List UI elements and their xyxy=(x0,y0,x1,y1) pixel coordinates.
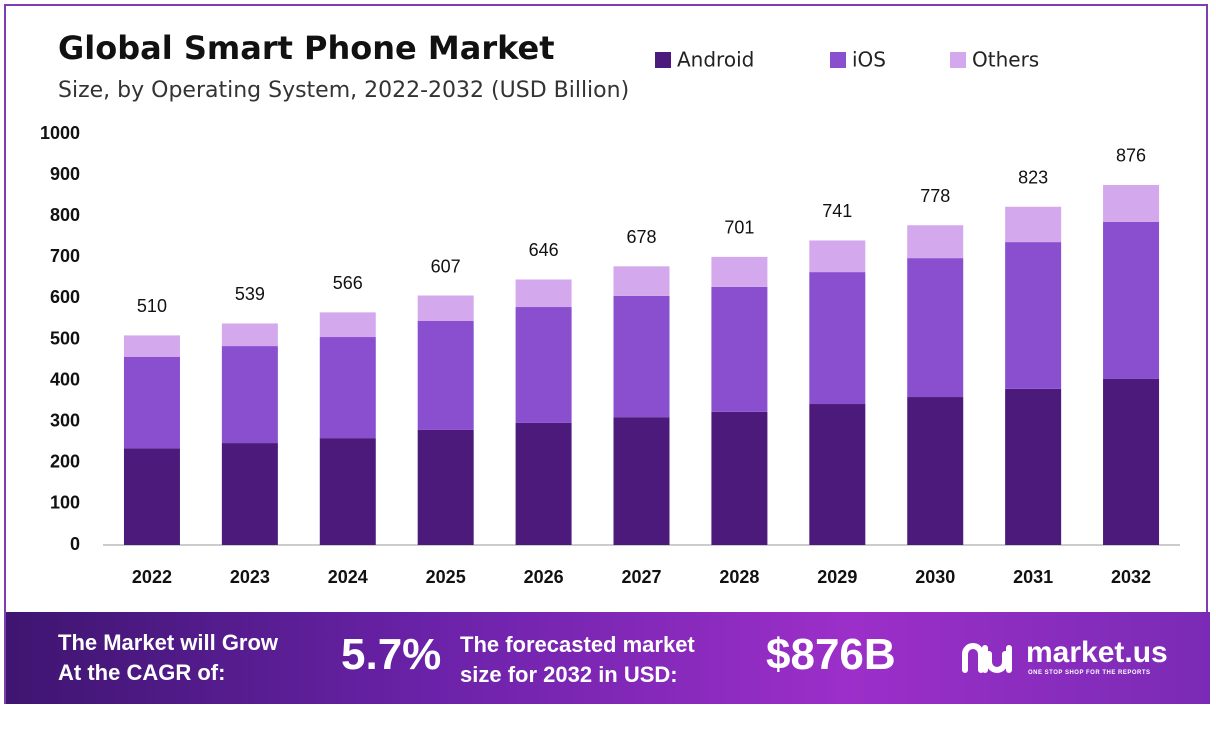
y-tick-label: 0 xyxy=(70,534,80,554)
bar-segment xyxy=(809,272,866,405)
forecast-label-line: The forecasted market xyxy=(460,632,695,657)
legend-swatch xyxy=(655,52,671,68)
bar-segment xyxy=(809,404,866,545)
cagr-label-line: The Market will Grow xyxy=(58,630,279,655)
y-tick-label: 100 xyxy=(50,493,80,513)
x-tick-label: 2028 xyxy=(719,567,759,587)
bar-segment xyxy=(417,429,474,545)
y-tick-label: 300 xyxy=(50,410,80,430)
y-tick-label: 200 xyxy=(50,452,80,472)
brand: market.us xyxy=(1026,636,1168,669)
y-tick-label: 700 xyxy=(50,246,80,266)
legend-swatch xyxy=(950,52,966,68)
chart-title: Global Smart Phone Market xyxy=(58,29,555,67)
bar-segment xyxy=(417,295,474,322)
chart-subtitle: Size, by Operating System, 2022-2032 (US… xyxy=(58,78,629,103)
total-label: 539 xyxy=(235,284,265,304)
bar-segment xyxy=(319,438,376,545)
total-label: 566 xyxy=(333,273,363,293)
legend-label: Others xyxy=(972,48,1039,72)
x-tick-label: 2032 xyxy=(1111,567,1151,587)
cagr-value: 5.7% xyxy=(341,630,442,679)
legend-label: Android xyxy=(677,48,754,72)
bar-segment xyxy=(515,279,572,308)
total-label: 823 xyxy=(1018,167,1048,187)
y-tick-label: 800 xyxy=(50,205,80,225)
bar-segment xyxy=(319,337,376,439)
total-label: 876 xyxy=(1116,146,1146,166)
x-tick-label: 2022 xyxy=(132,567,172,587)
bar-segment xyxy=(221,346,278,444)
total-label: 678 xyxy=(626,227,656,247)
bar-segment xyxy=(907,397,964,545)
bar-segment xyxy=(907,258,964,398)
legend-label: iOS xyxy=(852,48,886,72)
bar-segment xyxy=(809,240,866,273)
bar-segment xyxy=(711,411,768,545)
x-tick-label: 2031 xyxy=(1013,567,1053,587)
x-tick-label: 2024 xyxy=(328,567,368,587)
bar-segment xyxy=(907,225,964,259)
legend-swatch xyxy=(830,52,846,68)
bar-segment xyxy=(711,256,768,287)
forecast-value: $876B xyxy=(766,630,896,679)
bar-segment xyxy=(123,335,180,357)
bar-segment xyxy=(123,356,180,449)
x-tick-label: 2025 xyxy=(426,567,466,587)
y-tick-label: 500 xyxy=(50,328,80,348)
bar-segment xyxy=(1103,221,1160,379)
cagr-label-line: At the CAGR of: xyxy=(58,660,226,685)
y-tick-label: 600 xyxy=(50,287,80,307)
x-tick-label: 2023 xyxy=(230,567,270,587)
x-tick-label: 2027 xyxy=(621,567,661,587)
bar-segment xyxy=(1005,206,1062,243)
brand-logo xyxy=(962,643,1012,673)
bar-segment xyxy=(711,286,768,412)
bar-segment xyxy=(319,312,376,338)
bar-segment xyxy=(515,422,572,545)
y-tick-label: 1000 xyxy=(40,123,80,143)
total-label: 510 xyxy=(137,296,167,316)
bar-segment xyxy=(221,323,278,347)
bar-segment xyxy=(1103,184,1160,222)
total-label: 701 xyxy=(724,218,754,238)
cagr-label: The Market will Grow At the CAGR of: xyxy=(58,628,278,688)
bar-segment xyxy=(417,321,474,430)
x-tick-label: 2026 xyxy=(524,567,564,587)
x-tick-label: 2029 xyxy=(817,567,857,587)
forecast-label-line: size for 2032 in USD: xyxy=(460,662,678,687)
x-tick-label: 2030 xyxy=(915,567,955,587)
total-label: 646 xyxy=(529,240,559,260)
brand-tagline: ONE STOP SHOP FOR THE REPORTS xyxy=(1028,670,1151,676)
total-label: 741 xyxy=(822,201,852,221)
bar-segment xyxy=(1005,242,1062,389)
bar-segment xyxy=(613,295,670,418)
chart: Global Smart Phone Market Size, by Opera… xyxy=(40,29,1180,587)
total-label: 607 xyxy=(431,256,461,276)
banner: The Market will Grow At the CAGR of: 5.7%… xyxy=(6,612,1210,704)
bar-segment xyxy=(1005,388,1062,545)
bar-segment xyxy=(1103,378,1160,545)
y-tick-label: 400 xyxy=(50,369,80,389)
bar-segment xyxy=(221,443,278,545)
total-label: 778 xyxy=(920,186,950,206)
bar-segment xyxy=(613,417,670,545)
y-tick-label: 900 xyxy=(50,164,80,184)
forecast-label: The forecasted market size for 2032 in US… xyxy=(460,630,695,690)
bar-segment xyxy=(515,307,572,423)
bar-segment xyxy=(123,448,180,545)
bar-segment xyxy=(613,266,670,296)
